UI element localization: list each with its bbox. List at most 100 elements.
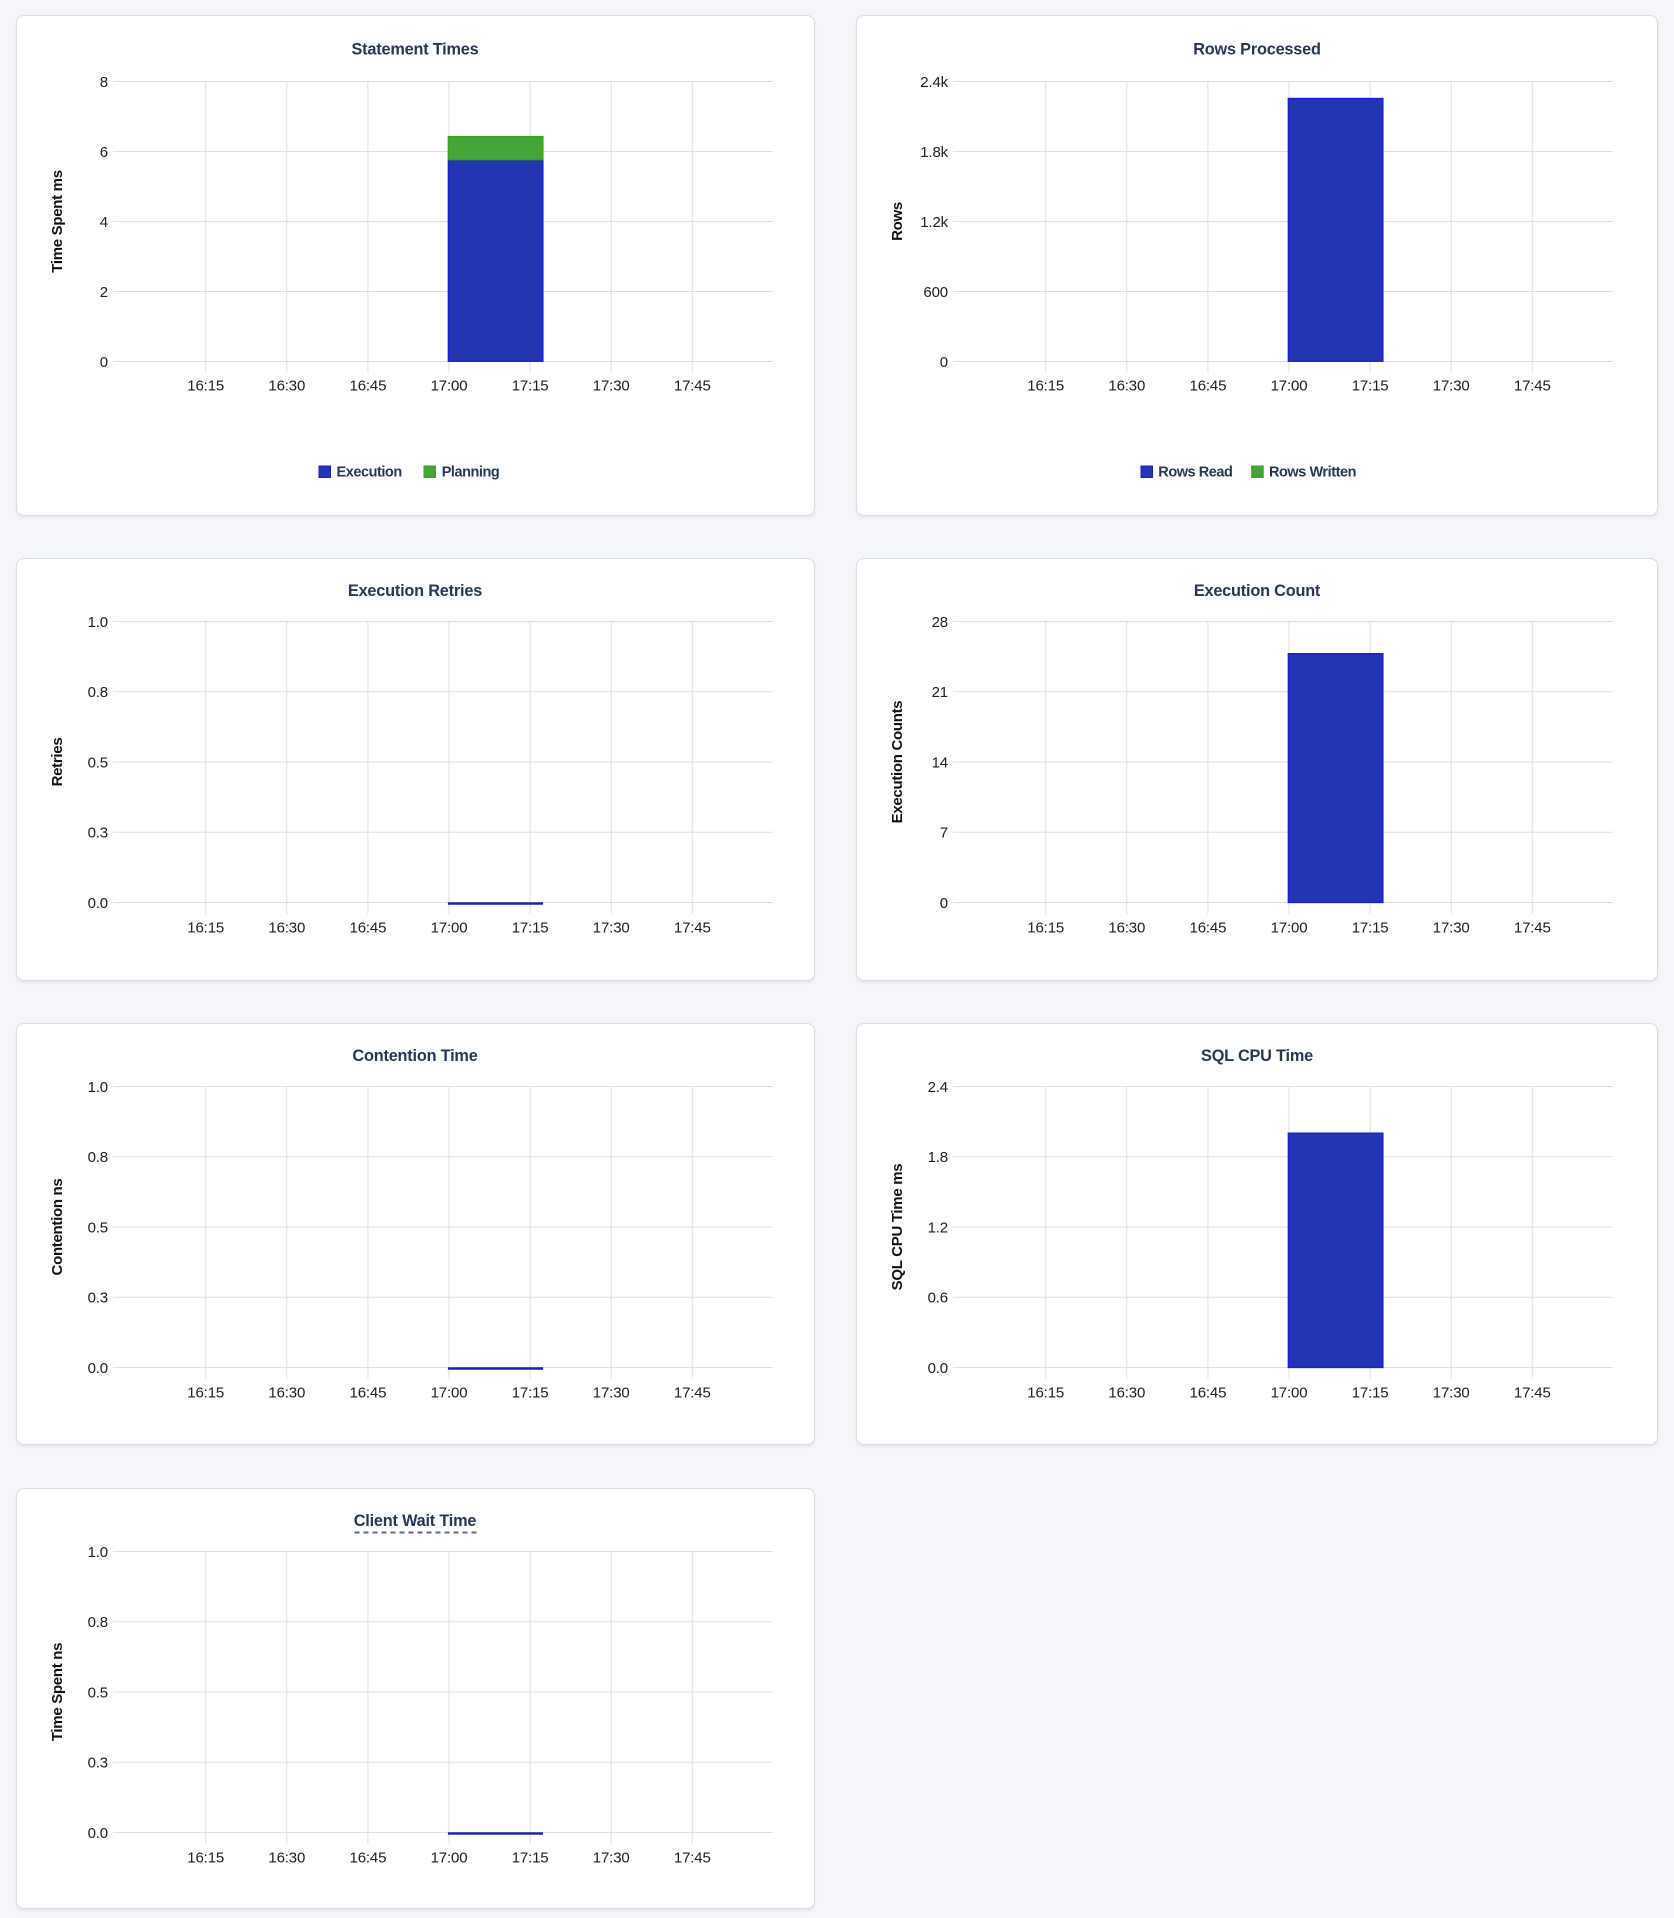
- svg-text:16:15: 16:15: [1027, 377, 1064, 394]
- svg-text:16:30: 16:30: [268, 919, 305, 936]
- svg-text:600: 600: [923, 284, 948, 301]
- svg-text:17:00: 17:00: [431, 1384, 468, 1401]
- svg-text:21: 21: [932, 684, 948, 701]
- svg-text:17:00: 17:00: [1271, 919, 1308, 936]
- svg-text:0: 0: [940, 354, 948, 371]
- svg-text:17:45: 17:45: [674, 919, 711, 936]
- svg-text:17:30: 17:30: [593, 1849, 630, 1866]
- svg-text:17:15: 17:15: [512, 1849, 549, 1866]
- svg-text:17:15: 17:15: [1352, 377, 1389, 394]
- svg-text:28: 28: [932, 614, 948, 631]
- svg-text:0.8: 0.8: [88, 1149, 108, 1166]
- svg-text:16:30: 16:30: [268, 1849, 305, 1866]
- svg-text:17:00: 17:00: [431, 377, 468, 394]
- svg-text:7: 7: [940, 825, 948, 842]
- svg-text:0: 0: [100, 354, 108, 371]
- svg-text:0.5: 0.5: [88, 754, 108, 771]
- svg-text:Time Spent ns: Time Spent ns: [49, 1643, 66, 1741]
- svg-text:17:15: 17:15: [512, 377, 549, 394]
- svg-text:16:45: 16:45: [350, 1849, 387, 1866]
- svg-text:2: 2: [100, 284, 108, 301]
- svg-text:Rows Read: Rows Read: [1158, 465, 1232, 481]
- svg-text:16:30: 16:30: [1108, 377, 1145, 394]
- svg-text:17:45: 17:45: [674, 1849, 711, 1866]
- svg-text:Rows Written: Rows Written: [1269, 465, 1356, 481]
- svg-text:1.2: 1.2: [928, 1219, 948, 1236]
- svg-text:0.0: 0.0: [928, 1360, 948, 1377]
- svg-text:Time Spent ms: Time Spent ms: [49, 170, 66, 273]
- svg-text:0.3: 0.3: [88, 1755, 108, 1772]
- svg-text:Retries: Retries: [49, 738, 66, 787]
- svg-text:0.3: 0.3: [88, 825, 108, 842]
- svg-text:8: 8: [100, 74, 108, 91]
- svg-text:16:15: 16:15: [187, 377, 224, 394]
- svg-text:0.0: 0.0: [88, 1825, 108, 1842]
- svg-text:14: 14: [932, 754, 948, 771]
- svg-text:17:30: 17:30: [1433, 1384, 1470, 1401]
- svg-text:1.8k: 1.8k: [920, 144, 948, 161]
- svg-text:16:30: 16:30: [1108, 1384, 1145, 1401]
- svg-text:Contention ns: Contention ns: [49, 1179, 66, 1276]
- svg-text:0.3: 0.3: [88, 1290, 108, 1307]
- svg-text:16:15: 16:15: [1027, 1384, 1064, 1401]
- svg-text:17:30: 17:30: [1433, 377, 1470, 394]
- svg-text:Planning: Planning: [442, 465, 500, 481]
- svg-text:16:30: 16:30: [268, 1384, 305, 1401]
- svg-text:17:15: 17:15: [512, 919, 549, 936]
- svg-text:17:30: 17:30: [593, 377, 630, 394]
- svg-text:SQL CPU Time ms: SQL CPU Time ms: [889, 1164, 906, 1291]
- svg-text:17:00: 17:00: [431, 919, 468, 936]
- svg-text:16:45: 16:45: [1190, 919, 1227, 936]
- svg-text:0.8: 0.8: [88, 684, 108, 701]
- svg-text:1.0: 1.0: [88, 1544, 108, 1561]
- svg-text:16:45: 16:45: [350, 1384, 387, 1401]
- svg-text:Rows: Rows: [889, 202, 906, 241]
- svg-text:16:15: 16:15: [1027, 919, 1064, 936]
- svg-text:4: 4: [100, 214, 108, 231]
- svg-text:16:15: 16:15: [187, 1849, 224, 1866]
- svg-text:17:00: 17:00: [1271, 377, 1308, 394]
- svg-text:16:15: 16:15: [187, 1384, 224, 1401]
- svg-text:16:30: 16:30: [1108, 919, 1145, 936]
- svg-text:2.4: 2.4: [928, 1079, 948, 1096]
- svg-text:Rows Processed: Rows Processed: [1193, 41, 1321, 59]
- svg-text:0: 0: [940, 895, 948, 912]
- svg-text:SQL CPU Time: SQL CPU Time: [1201, 1047, 1313, 1065]
- svg-text:16:30: 16:30: [268, 377, 305, 394]
- svg-text:16:45: 16:45: [350, 377, 387, 394]
- svg-text:1.2k: 1.2k: [920, 214, 948, 231]
- svg-text:6: 6: [100, 144, 108, 161]
- svg-text:17:30: 17:30: [593, 1384, 630, 1401]
- svg-text:17:45: 17:45: [1514, 919, 1551, 936]
- svg-text:Execution: Execution: [337, 465, 402, 481]
- svg-text:17:45: 17:45: [674, 377, 711, 394]
- svg-text:1.8: 1.8: [928, 1149, 948, 1166]
- svg-text:17:45: 17:45: [1514, 377, 1551, 394]
- svg-text:16:45: 16:45: [350, 919, 387, 936]
- svg-text:2.4k: 2.4k: [920, 74, 948, 91]
- svg-text:1.0: 1.0: [88, 614, 108, 631]
- svg-text:17:45: 17:45: [674, 1384, 711, 1401]
- svg-text:17:45: 17:45: [1514, 1384, 1551, 1401]
- svg-text:Execution Counts: Execution Counts: [889, 701, 906, 824]
- svg-text:0.8: 0.8: [88, 1614, 108, 1631]
- svg-text:16:45: 16:45: [1190, 377, 1227, 394]
- svg-text:17:15: 17:15: [1352, 919, 1389, 936]
- svg-text:Statement Times: Statement Times: [352, 41, 479, 59]
- svg-text:17:00: 17:00: [431, 1849, 468, 1866]
- svg-text:0.0: 0.0: [88, 895, 108, 912]
- svg-text:0.0: 0.0: [88, 1360, 108, 1377]
- svg-text:16:15: 16:15: [187, 919, 224, 936]
- svg-text:1.0: 1.0: [88, 1079, 108, 1096]
- svg-text:17:15: 17:15: [512, 1384, 549, 1401]
- svg-text:17:30: 17:30: [1433, 919, 1470, 936]
- svg-text:Execution Retries: Execution Retries: [348, 582, 482, 600]
- svg-text:Client Wait Time: Client Wait Time: [354, 1512, 477, 1530]
- svg-text:17:15: 17:15: [1352, 1384, 1389, 1401]
- svg-text:16:45: 16:45: [1190, 1384, 1227, 1401]
- svg-text:17:00: 17:00: [1271, 1384, 1308, 1401]
- svg-text:0.6: 0.6: [928, 1290, 948, 1307]
- svg-text:Execution Count: Execution Count: [1194, 582, 1321, 600]
- svg-text:0.5: 0.5: [88, 1219, 108, 1236]
- svg-text:0.5: 0.5: [88, 1684, 108, 1701]
